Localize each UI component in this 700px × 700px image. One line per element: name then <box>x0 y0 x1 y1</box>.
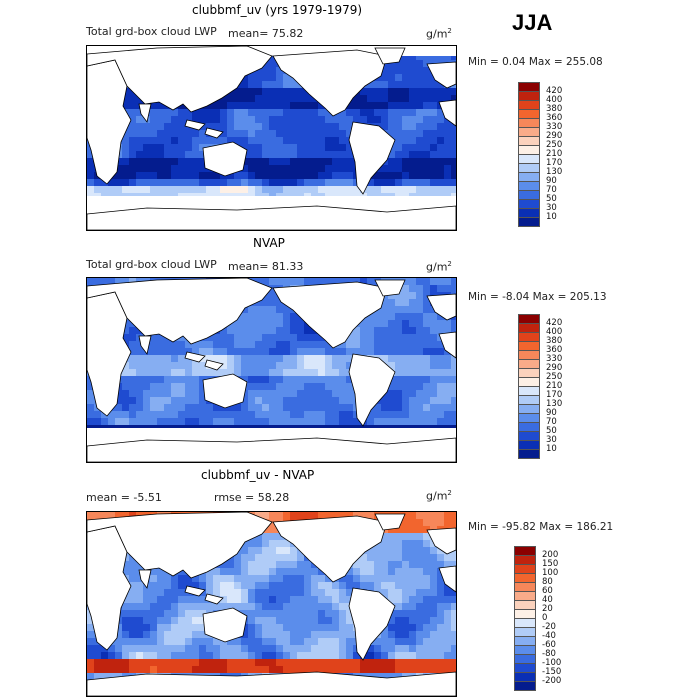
coastline <box>426 61 456 89</box>
coastline <box>348 587 396 661</box>
colorbar-tick-label: 10 <box>546 444 557 454</box>
colorbar-tick-label: 170 <box>546 158 563 168</box>
colorbar-tick-label: 420 <box>546 86 563 96</box>
colorbar-swatch <box>514 681 536 691</box>
coastline <box>184 119 224 139</box>
colorbar-tick-label: 290 <box>546 131 563 141</box>
colorbar-tick-label: 50 <box>546 194 557 204</box>
colorbar-tick-label: 210 <box>546 149 563 159</box>
panel-1-title: clubbmf_uv (yrs 1979-1979) <box>192 3 363 17</box>
panel-2-minmax: Min = -8.04 Max = 205.13 <box>468 291 607 303</box>
season-label: JJA <box>512 10 553 35</box>
colorbar-swatch <box>518 449 540 459</box>
panel-3-rmse: rmse = 58.28 <box>214 491 290 504</box>
panel-3-minmax: Min = -95.82 Max = 186.21 <box>468 521 614 533</box>
coastline <box>426 527 456 555</box>
colorbar-tick-label: 100 <box>542 568 559 578</box>
coastline <box>87 512 273 579</box>
colorbar-tick-label: -150 <box>542 667 562 677</box>
colorbar-tick-label: 170 <box>546 390 563 400</box>
colorbar-tick-label: 70 <box>546 417 557 427</box>
coastline <box>202 373 248 409</box>
panel-1-minmax: Min = 0.04 Max = 255.08 <box>468 56 603 68</box>
colorbar-tick-label: 80 <box>542 577 553 587</box>
coastline <box>138 569 152 589</box>
colorbar-tick-label: -40 <box>542 631 556 641</box>
coastline <box>87 437 456 462</box>
coastline <box>348 121 396 195</box>
panel-2-colorbar: 420 400 380 360 330 290 250 210 170 130 90 70 50 30 10 <box>518 314 578 459</box>
panel-2-map <box>86 277 457 463</box>
coastline <box>184 351 224 371</box>
panel-2-title: NVAP <box>253 236 285 250</box>
coastline <box>438 565 456 593</box>
panel-1-map <box>86 45 457 231</box>
coastline <box>184 585 224 605</box>
panel-2-variable: Total grd-box cloud LWP <box>86 258 217 271</box>
coastline <box>87 671 456 696</box>
coastline <box>202 141 248 177</box>
colorbar-tick-label: 200 <box>542 550 559 560</box>
panel-1-mean: mean= 75.82 <box>228 27 304 40</box>
panel-3-map <box>86 511 457 697</box>
colorbar-tick-label: 250 <box>546 372 563 382</box>
colorbar-tick-label: 380 <box>546 336 563 346</box>
colorbar-tick-label: -80 <box>542 649 556 659</box>
colorbar-tick-label: 360 <box>546 345 563 355</box>
colorbar-tick-label: 60 <box>542 586 553 596</box>
colorbar-tick-label: 420 <box>546 318 563 328</box>
colorbar-tick-label: 20 <box>542 604 553 614</box>
colorbar-tick-label: 400 <box>546 95 563 105</box>
colorbar-tick-label: 380 <box>546 104 563 114</box>
colorbar-tick-label: 130 <box>546 167 563 177</box>
coastline <box>374 513 406 531</box>
coastline <box>202 607 248 643</box>
coastline <box>426 293 456 321</box>
coastline <box>138 335 152 355</box>
panel-3-units: g/m2 <box>426 489 452 503</box>
colorbar-tick-label: 210 <box>546 381 563 391</box>
coastline <box>87 46 273 113</box>
coastline <box>348 353 396 427</box>
colorbar-tick-label: 250 <box>546 140 563 150</box>
colorbar-tick-label: 50 <box>546 426 557 436</box>
coastline <box>438 331 456 359</box>
colorbar-tick-label: -20 <box>542 622 556 632</box>
colorbar-tick-label: 90 <box>546 408 557 418</box>
colorbar-tick-label: 10 <box>546 212 557 222</box>
coastline <box>438 99 456 127</box>
colorbar-tick-label: 40 <box>542 595 553 605</box>
coastline <box>138 103 152 123</box>
panel-1-variable: Total grd-box cloud LWP <box>86 25 217 38</box>
panel-1-colorbar: 420 400 380 360 330 290 250 210 170 130 90 70 50 30 10 <box>518 82 578 227</box>
colorbar-tick-label: 150 <box>542 559 559 569</box>
colorbar-tick-label: -100 <box>542 658 562 668</box>
colorbar-tick-label: -60 <box>542 640 556 650</box>
coastline <box>87 205 456 230</box>
colorbar-tick-label: 290 <box>546 363 563 373</box>
panel-1-units: g/m2 <box>426 27 452 41</box>
colorbar-tick-label: 330 <box>546 354 563 364</box>
panel-3-colorbar: 200 150 100 80 60 40 20 0 -20 -40 -60 -80 -100 -150 -2… <box>514 546 574 691</box>
colorbar-tick-label: 130 <box>546 399 563 409</box>
colorbar-tick-label: 360 <box>546 113 563 123</box>
panel-3-title: clubbmf_uv - NVAP <box>201 468 315 482</box>
colorbar-tick-label: 70 <box>546 185 557 195</box>
colorbar-tick-label: 0 <box>542 613 548 623</box>
colorbar-tick-label: 400 <box>546 327 563 337</box>
colorbar-tick-label: 90 <box>546 176 557 186</box>
coastline <box>374 47 406 65</box>
colorbar-tick-label: 330 <box>546 122 563 132</box>
coastline <box>374 279 406 297</box>
coastline <box>87 278 273 345</box>
panel-3-mean: mean = -5.51 <box>86 491 162 504</box>
panel-2-mean: mean= 81.33 <box>228 260 304 273</box>
colorbar-swatch <box>518 217 540 227</box>
colorbar-tick-label: 30 <box>546 435 557 445</box>
panel-2-units: g/m2 <box>426 260 452 274</box>
colorbar-tick-label: 30 <box>546 203 557 213</box>
colorbar-tick-label: -200 <box>542 676 562 686</box>
